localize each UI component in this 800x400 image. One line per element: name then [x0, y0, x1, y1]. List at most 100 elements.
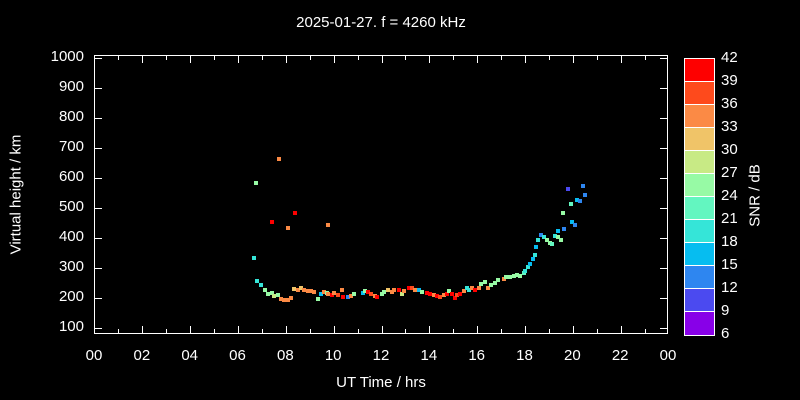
data-point [341, 295, 346, 300]
x-tick [644, 56, 646, 60]
x-tick [357, 329, 359, 333]
y-tick-label: 200 [58, 288, 84, 305]
x-tick [381, 326, 383, 333]
colorbar-segment [685, 82, 714, 105]
data-point [479, 281, 484, 286]
x-tick [501, 329, 503, 333]
y-tick [660, 87, 667, 89]
data-point [511, 273, 516, 278]
x-tick [333, 56, 335, 63]
data-point [522, 268, 527, 273]
data-point [552, 234, 557, 239]
x-tick-label: 16 [468, 347, 485, 364]
data-point [446, 288, 451, 293]
data-point [293, 211, 298, 216]
colorbar-segment [685, 220, 714, 243]
x-tick [477, 326, 479, 333]
y-tick [95, 207, 102, 209]
data-point [282, 297, 287, 302]
colorbar-tick-label: 6 [721, 325, 730, 342]
data-point [322, 290, 327, 294]
y-tick-label: 400 [58, 228, 84, 245]
y-tick [95, 177, 102, 179]
data-point [555, 229, 560, 234]
data-point [535, 237, 540, 242]
chart-title: 2025-01-27. f = 4260 kHz [296, 14, 466, 31]
data-point [555, 235, 560, 240]
y-tick [660, 147, 667, 149]
x-tick [214, 329, 216, 333]
x-tick [118, 329, 120, 333]
colorbar-segment [685, 197, 714, 220]
x-tick-label: 12 [372, 347, 390, 364]
data-point [272, 294, 277, 299]
data-point [580, 184, 585, 189]
y-axis-title: Virtual height / km [7, 134, 25, 255]
colorbar-segment [685, 266, 714, 289]
x-tick [118, 56, 120, 60]
data-point [255, 279, 260, 284]
data-point [574, 197, 579, 202]
data-point [279, 296, 284, 301]
data-point [345, 294, 350, 299]
y-tick [95, 267, 102, 269]
data-point [517, 274, 522, 279]
x-tick-label: 00 [85, 347, 103, 364]
data-point [530, 257, 535, 262]
x-tick [142, 326, 144, 333]
y-tick-label: 300 [58, 258, 84, 275]
colorbar-tick-label: 27 [721, 164, 738, 181]
data-point [406, 286, 411, 291]
data-point [485, 285, 490, 290]
data-point [252, 256, 257, 261]
y-tick [95, 327, 102, 329]
data-point [469, 285, 474, 290]
x-tick-label: 18 [516, 347, 533, 364]
y-tick [660, 177, 667, 179]
data-point [386, 288, 391, 293]
colorbar-segment [685, 59, 714, 82]
data-point [369, 291, 374, 296]
data-point [572, 223, 577, 228]
data-point [454, 293, 459, 298]
y-tick [660, 267, 667, 269]
colorbar-tick-label: 36 [721, 95, 738, 112]
colorbar-tick-label: 30 [721, 141, 738, 158]
y-tick [95, 57, 102, 59]
y-tick [660, 57, 667, 59]
colorbar-tick-label: 15 [721, 256, 738, 273]
data-point [441, 293, 446, 298]
x-tick [644, 329, 646, 333]
colorbar-segment [685, 174, 714, 197]
y-tick [660, 207, 667, 209]
data-point [412, 287, 417, 292]
x-tick [501, 56, 503, 60]
data-point [527, 261, 532, 266]
y-tick [660, 327, 667, 329]
y-tick [660, 237, 667, 239]
data-point [254, 181, 259, 186]
data-point [582, 192, 587, 197]
colorbar-tick-label: 42 [721, 49, 738, 66]
data-point [349, 294, 354, 299]
x-tick-label: 06 [229, 347, 246, 364]
data-point [326, 291, 331, 296]
data-point [560, 211, 565, 216]
data-point [263, 288, 268, 293]
data-point [366, 290, 371, 294]
x-tick [453, 329, 455, 333]
colorbar-segment [685, 128, 714, 151]
data-point [392, 287, 397, 292]
y-tick [95, 237, 102, 239]
y-tick-label: 500 [58, 198, 84, 215]
data-point [286, 297, 291, 302]
y-tick-label: 900 [58, 78, 84, 95]
data-point [382, 290, 387, 294]
data-point [329, 292, 334, 297]
x-tick [620, 56, 622, 63]
data-point [427, 291, 432, 296]
colorbar-segment [685, 312, 714, 335]
x-tick [190, 326, 192, 333]
y-tick [95, 297, 102, 299]
data-point [503, 275, 508, 280]
